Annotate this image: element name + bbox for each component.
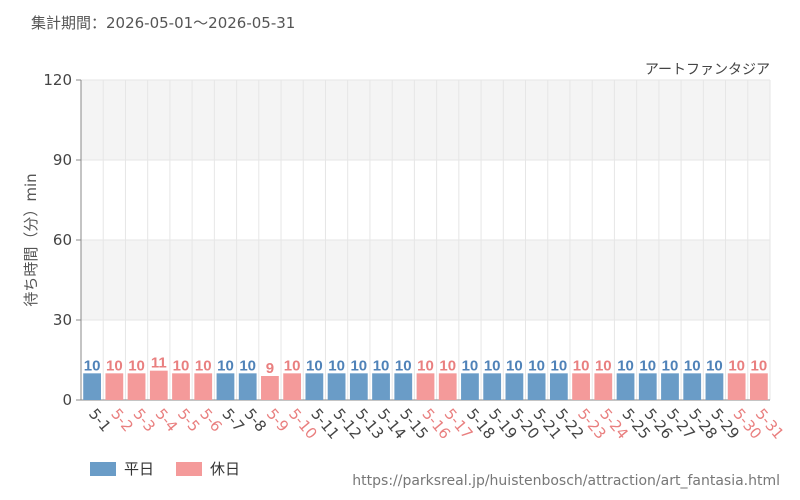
bar	[216, 373, 235, 400]
bar-value-label: 10	[751, 357, 768, 374]
bar-value-label: 10	[239, 357, 256, 374]
bar	[194, 373, 213, 400]
bar	[572, 373, 590, 400]
bar-value-label: 10	[528, 357, 545, 374]
y-tick-label: 120	[43, 71, 72, 89]
bar	[661, 373, 679, 400]
bar-value-label: 10	[595, 357, 612, 374]
y-tick-label: 60	[53, 231, 72, 249]
grid-band	[81, 240, 770, 320]
bar-value-label: 10	[173, 357, 190, 374]
x-tick-label: 5-6	[196, 405, 226, 435]
bar	[438, 373, 457, 400]
bar-value-label: 10	[395, 357, 412, 374]
bar	[594, 373, 613, 400]
bar-value-label: 10	[728, 357, 745, 374]
x-tick-label: 5-8	[241, 405, 271, 435]
bar	[349, 373, 368, 400]
grid-band	[81, 80, 770, 160]
bar-value-label: 10	[128, 357, 145, 374]
bar	[327, 373, 346, 400]
bar-value-label: 10	[506, 357, 523, 374]
chart-title: アートファンタジア	[645, 62, 770, 78]
legend-swatch-weekday	[90, 461, 116, 476]
bar	[527, 373, 546, 400]
bar	[283, 373, 302, 400]
bar	[483, 373, 502, 400]
bar	[461, 373, 479, 400]
bar	[394, 373, 413, 400]
x-tick-label: 5-7	[218, 405, 248, 435]
bar-value-label: 10	[106, 357, 123, 374]
bar-value-label: 10	[195, 357, 212, 374]
bar	[683, 373, 702, 400]
legend-item-weekday: 平日	[90, 458, 154, 479]
bar-value-label: 10	[617, 357, 634, 374]
bar-value-label: 10	[684, 357, 701, 374]
bar	[727, 373, 746, 400]
bar	[372, 373, 390, 400]
x-tick-label: 5-9	[263, 405, 293, 435]
legend-swatch-holiday	[176, 461, 203, 476]
bar-value-label: 10	[484, 357, 501, 374]
bar-value-label: 10	[439, 357, 456, 374]
bar-value-label: 10	[306, 357, 323, 374]
legend-label-holiday: 休日	[210, 460, 241, 478]
source-url: https://parksreal.jp/huistenbosch/attrac…	[352, 473, 780, 489]
x-tick-label: 5-5	[174, 405, 204, 435]
bar	[261, 376, 279, 400]
legend-item-holiday: 休日	[176, 458, 240, 479]
bar-value-label: 10	[639, 357, 656, 374]
bar	[549, 373, 568, 400]
bar	[83, 373, 102, 400]
bar-value-label: 10	[328, 357, 345, 374]
x-tick-label: 5-2	[107, 405, 137, 435]
bar-value-label: 10	[462, 357, 479, 374]
bar-value-label: 10	[373, 357, 390, 374]
legend-label-weekday: 平日	[124, 460, 155, 478]
bar	[127, 373, 146, 400]
bar-value-label: 10	[551, 357, 568, 374]
legend: 平日 休日	[90, 458, 240, 479]
bar	[749, 373, 768, 400]
bar	[238, 373, 257, 400]
bar-value-label: 10	[417, 357, 434, 374]
bar-value-label: 10	[662, 357, 679, 374]
bar	[616, 373, 635, 400]
period-text: 集計期間：2026-05-01～2026-05-31	[31, 14, 296, 32]
x-tick-label: 5-4	[152, 405, 182, 435]
bar-value-label: 10	[706, 357, 723, 374]
bar	[172, 373, 190, 400]
x-tick-label: 5-3	[130, 405, 160, 435]
y-tick-label: 90	[53, 151, 72, 169]
bar	[638, 373, 657, 400]
bar-value-label: 10	[350, 357, 367, 374]
bar	[305, 373, 324, 400]
y-axis-title: 待ち時間（分）min	[22, 173, 40, 306]
bar-value-label: 10	[84, 357, 101, 374]
bar	[505, 373, 524, 400]
bar-value-label: 10	[573, 357, 590, 374]
bar-value-label: 10	[217, 357, 234, 374]
bar-value-label: 10	[284, 357, 301, 374]
bar-value-label: 9	[266, 360, 274, 377]
x-tick-label: 5-1	[85, 405, 115, 435]
y-tick-label: 30	[53, 311, 72, 329]
bar-value-label: 11	[151, 355, 167, 372]
bar	[149, 370, 168, 400]
bar	[705, 373, 724, 400]
y-tick-label: 0	[62, 391, 72, 409]
bar	[105, 373, 124, 400]
bar	[416, 373, 435, 400]
